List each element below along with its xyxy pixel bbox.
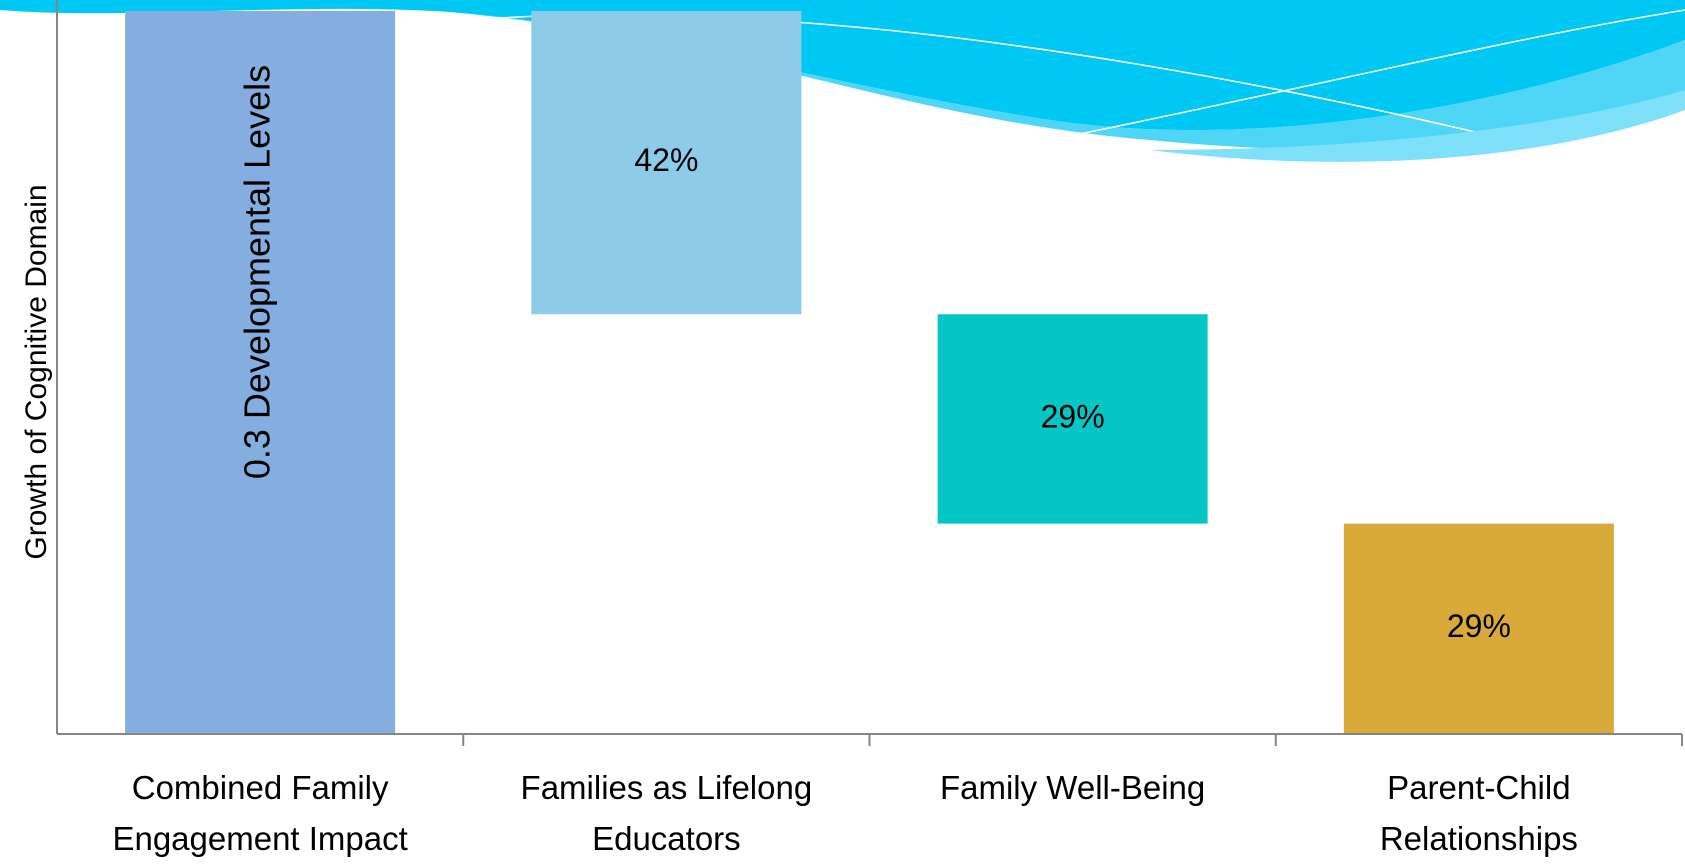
bar <box>531 11 802 315</box>
total-label: 0.3 Developmental Levels <box>237 65 278 479</box>
total-bar <box>125 11 396 733</box>
data-label: 29% <box>1041 398 1105 434</box>
data-label: 29% <box>1447 608 1511 644</box>
x-tick-label: Family Well-Being <box>939 769 1206 806</box>
x-tick-label: Parent-Child Relationships <box>1379 769 1578 857</box>
bar <box>1343 523 1614 733</box>
x-tick-label: Combined Family Engagement Impact <box>112 769 408 857</box>
data-label: 42% <box>634 142 698 178</box>
bar <box>937 314 1208 524</box>
y-axis-title: Growth of Cognitive Domain <box>20 184 53 559</box>
x-tick-label: Families as Lifelong Educators <box>520 769 813 857</box>
